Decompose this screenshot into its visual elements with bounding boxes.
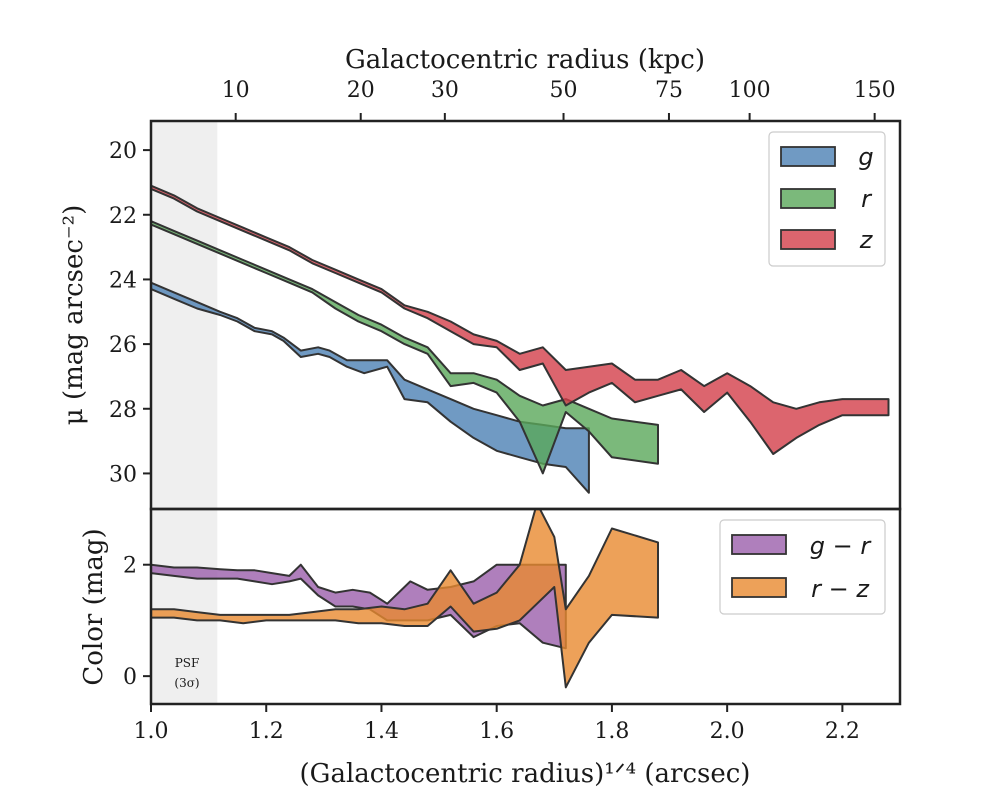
x-tick-label: 1.8 [594, 719, 629, 744]
legend-swatch-z [780, 229, 836, 250]
top-x-tick-label: 20 [347, 78, 375, 103]
y-tick-label: 30 [109, 462, 137, 487]
legend-swatch-g [780, 146, 836, 167]
legend-label-g: g [858, 143, 873, 171]
y-tick-label: 22 [109, 204, 137, 229]
y-tick-label: 20 [109, 139, 137, 164]
legend-swatch-r-minus-z [731, 577, 787, 598]
y-tick-label: 28 [109, 398, 137, 423]
top-x-tick-label: 100 [729, 78, 771, 103]
surface-brightness-legend: g r z [768, 131, 886, 267]
top-x-tick-label: 75 [655, 78, 683, 103]
legend-label-r-minus-z: r − z [811, 575, 870, 603]
color-series [151, 509, 659, 689]
legend-swatch-r [780, 188, 836, 209]
x-tick-label: 2.0 [710, 719, 745, 744]
color-y-axis-title: Color (mag) [79, 528, 109, 685]
psf-region-bottom [151, 509, 218, 704]
legend-label-r: r [861, 185, 873, 213]
legend-swatch-g-minus-r [731, 534, 787, 555]
x-tick-label: 1.0 [134, 719, 169, 744]
top-x-tick-label: 150 [854, 78, 896, 103]
series-band-r-minus-z [151, 509, 659, 689]
surface-brightness-series [151, 184, 890, 494]
top-x-tick-label: 10 [222, 78, 250, 103]
top-x-axis-title: Galactocentric radius (kpc) [345, 45, 705, 75]
top-x-tick-label: 30 [431, 78, 459, 103]
color-legend: g − r r − z [719, 519, 886, 615]
legend-label-z: z [859, 226, 874, 254]
y-tick-label: 24 [109, 268, 137, 293]
psf-label-line2: (3σ) [174, 676, 199, 690]
bottom-x-axis-title: (Galactocentric radius)¹ᐟ⁴ (arcsec) [300, 759, 751, 789]
color-panel-frame [149, 507, 902, 706]
top-x-tick-label: 50 [550, 78, 578, 103]
psf-region-top [151, 121, 218, 509]
series-band-z [151, 184, 890, 455]
x-tick-label: 1.6 [479, 719, 514, 744]
series-band-r [151, 220, 659, 475]
axis-ticks: 1.0 1.2 1.4 1.6 1.8 2.0 2.210 20 30 50 75 100 150202… [109, 78, 896, 744]
series-band-g [151, 281, 590, 494]
y-tick-label: 2 [123, 554, 137, 579]
surface-brightness-y-axis-title: μ (mag arcsec⁻²) [59, 205, 89, 425]
x-tick-label: 1.4 [364, 719, 399, 744]
x-tick-label: 2.2 [825, 719, 860, 744]
psf-label-line1: PSF [175, 656, 200, 670]
y-tick-label: 0 [123, 665, 137, 690]
y-tick-label: 26 [109, 333, 137, 358]
legend-label-g-minus-r: g − r [810, 532, 873, 560]
x-tick-label: 1.2 [249, 719, 284, 744]
